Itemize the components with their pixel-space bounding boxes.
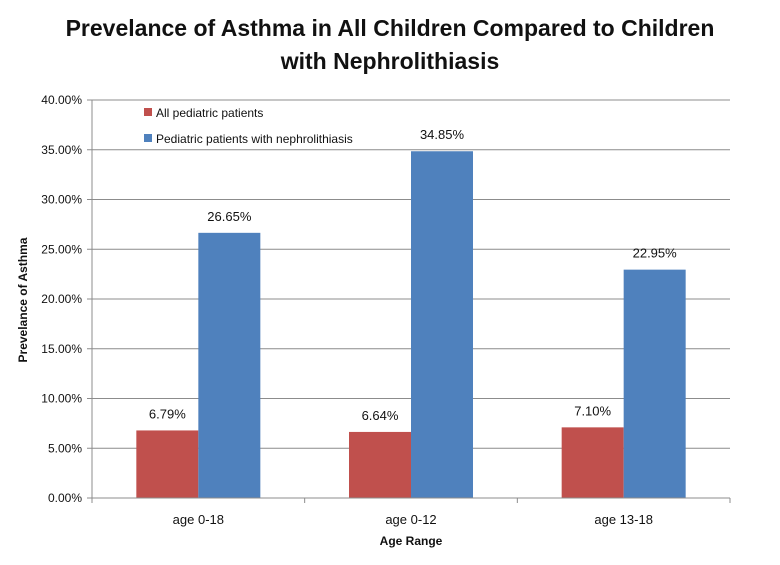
chart-title-line-2: with Nephrolithiasis <box>280 48 500 74</box>
bars <box>136 151 686 498</box>
x-axis-title: Age Range <box>380 534 443 548</box>
x-tick-label: age 0-18 <box>173 512 224 527</box>
bar <box>623 269 686 498</box>
y-tick-label: 0.00% <box>48 491 82 505</box>
bar <box>349 431 411 498</box>
x-tick-label: age 0-12 <box>385 512 436 527</box>
legend-label-all-pediatric: All pediatric patients <box>156 106 263 120</box>
data-label: 6.64% <box>362 408 399 423</box>
y-tick-label: 5.00% <box>48 441 82 455</box>
bar <box>136 430 199 498</box>
y-tick-label: 10.00% <box>41 392 82 406</box>
chart-title: Prevelance of Asthma in All Children Com… <box>0 12 780 78</box>
data-label: 26.65% <box>207 209 252 224</box>
axes: 0.00% 5.00% 10.00% 15.00% 20.00% 25.00% 30.00%… <box>41 93 731 527</box>
data-label: 7.10% <box>574 403 611 418</box>
y-tick-label: 20.00% <box>41 292 82 306</box>
y-axis-title: Prevelance of Asthma <box>16 237 30 362</box>
data-labels: 6.79% 26.65% 6.64% 34.85% 7.10% 22.95% <box>149 127 677 423</box>
data-label: 22.95% <box>633 246 678 261</box>
legend-swatch-all-pediatric <box>144 108 152 116</box>
legend-label-nephrolithiasis: Pediatric patients with nephrolithiasis <box>156 132 353 146</box>
data-label: 34.85% <box>420 127 465 142</box>
legend: All pediatric patients Pediatric patient… <box>144 106 353 146</box>
y-tick-label: 35.00% <box>41 143 82 157</box>
x-tick-label: age 13-18 <box>594 512 653 527</box>
y-tick-label: 30.00% <box>41 193 82 207</box>
y-tick-label: 25.00% <box>41 242 82 256</box>
y-tick-label: 15.00% <box>41 342 82 356</box>
bar <box>198 232 261 498</box>
bar <box>411 151 473 498</box>
y-tick-label: 40.00% <box>41 93 82 107</box>
data-label: 6.79% <box>149 406 186 421</box>
bar <box>561 427 624 498</box>
legend-swatch-nephrolithiasis <box>144 134 152 142</box>
chart-title-line-1: Prevelance of Asthma in All Children Com… <box>65 15 715 41</box>
